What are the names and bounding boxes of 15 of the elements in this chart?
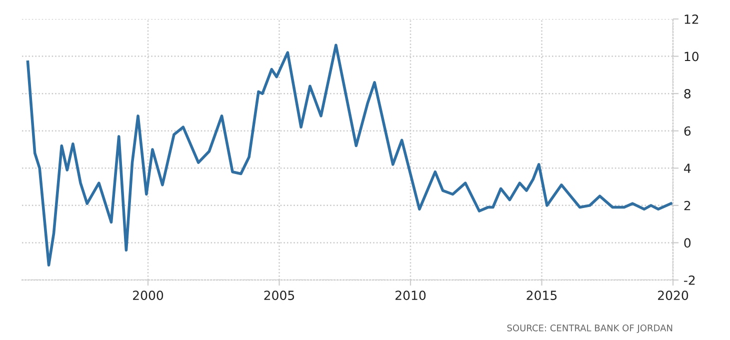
y-tick-label: 12 <box>684 14 698 24</box>
line-series <box>26 44 672 266</box>
y-tick-label: 10 <box>684 52 698 62</box>
x-tick-label: 2010 <box>396 290 426 300</box>
y-tick-label: 6 <box>684 126 691 136</box>
source-note: SOURCE: CENTRAL BANK OF JORDAN <box>507 324 672 334</box>
x-tick-label: 2015 <box>526 290 557 300</box>
x-tick-label: 2005 <box>264 290 294 300</box>
y-tick-label: 2 <box>684 200 690 210</box>
y-tick-label: -2 <box>684 275 695 285</box>
y-tick-label: 0 <box>684 238 691 248</box>
x-tick-label: 2000 <box>133 290 164 300</box>
x-tick-label: 2020 <box>658 290 688 300</box>
y-tick-label: 8 <box>684 89 691 98</box>
y-tick-label: 4 <box>684 164 691 173</box>
